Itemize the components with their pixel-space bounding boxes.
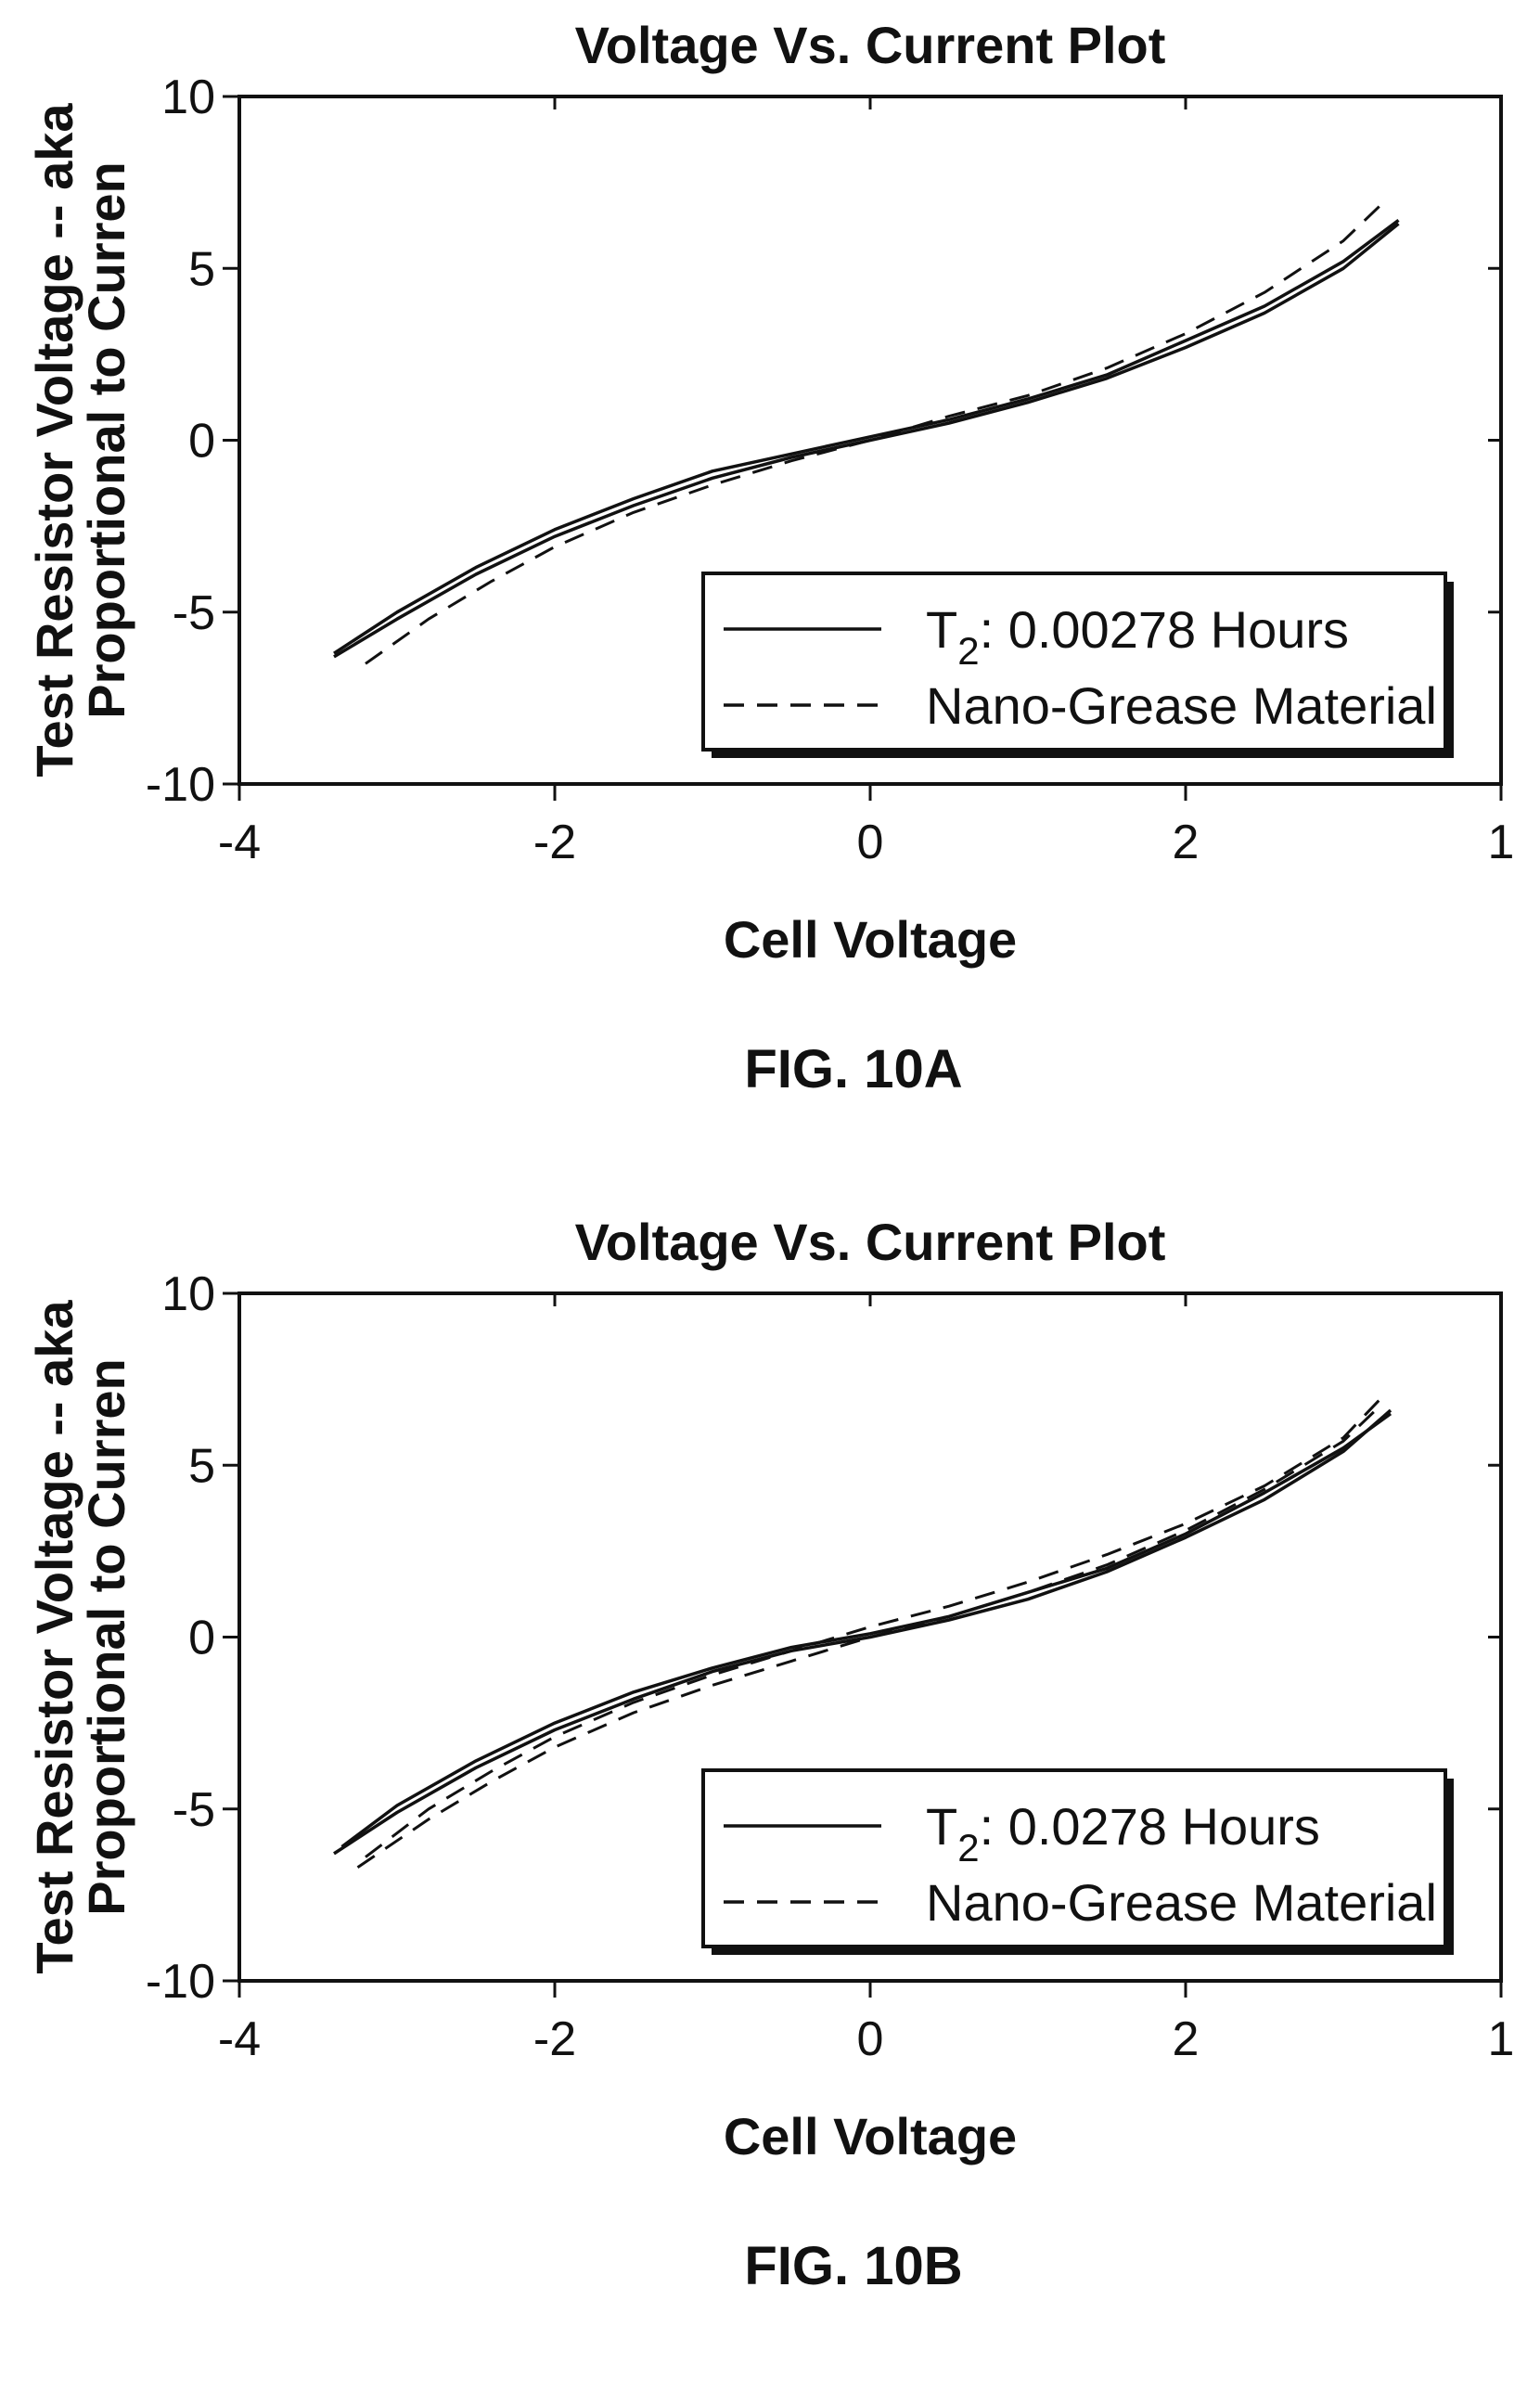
legend-label-main: Nano-Grease Material	[926, 1873, 1437, 1932]
y-tick-label: 5	[188, 1439, 215, 1493]
legend-label-subscript: 2	[957, 629, 979, 673]
x-tick-label: -2	[533, 816, 576, 869]
x-tick-label: 0	[857, 816, 884, 869]
y-tick-label: 10	[161, 1267, 215, 1321]
x-tick-label: 1	[1488, 816, 1515, 869]
x-tick-label: 2	[1173, 816, 1200, 869]
y-tick-label: -5	[173, 586, 215, 640]
y-tick-label: 10	[161, 71, 215, 124]
legend-label: T2: 0.0278 Hours	[926, 1797, 1320, 1870]
legend-label: T2: 0.00278 Hours	[926, 600, 1349, 673]
y-tick-label: 0	[188, 415, 215, 469]
series-line-solid	[333, 1408, 1392, 1856]
x-tick-label: -4	[218, 2012, 261, 2066]
legend-label: Nano-Grease Material	[926, 676, 1437, 735]
chart-fig-10b: Voltage Vs. Current Plot Test Resistor Vo…	[25, 1213, 1515, 2296]
y-tick-label: -5	[173, 1783, 215, 1837]
x-tick-label: 1	[1488, 2012, 1515, 2066]
x-axis-label: Cell Voltage	[724, 910, 1017, 969]
y-tick-label: -10	[146, 1955, 215, 2009]
series-line-solid	[340, 1412, 1392, 1848]
legend-label-subscript: 2	[957, 1826, 979, 1870]
legend-box	[701, 572, 1447, 752]
x-tick-label: 2	[1173, 2012, 1200, 2066]
chart-title: Voltage Vs. Current Plot	[575, 1213, 1166, 1271]
y-tick-label: 0	[188, 1612, 215, 1665]
y-tick-label: 5	[188, 242, 215, 296]
x-tick-label: -4	[218, 816, 261, 869]
legend-label-main: T	[926, 600, 957, 659]
y-tick-label: -10	[146, 758, 215, 812]
x-axis-label: Cell Voltage	[724, 2107, 1017, 2165]
series-line-solid	[333, 218, 1400, 655]
series-line-dashed	[365, 201, 1384, 665]
series-line-dashed	[356, 1402, 1384, 1869]
chart-title: Voltage Vs. Current Plot	[575, 16, 1166, 74]
y-axis-label-line1: Test Resistor Voltage -- aka	[25, 103, 83, 777]
x-tick-label: -2	[533, 2012, 576, 2066]
series-line-solid	[333, 222, 1400, 659]
legend-label-main: Nano-Grease Material	[926, 676, 1437, 735]
y-axis-label: Test Resistor Voltage -- akaProportional…	[25, 103, 135, 777]
chart-fig-10a: Voltage Vs. Current Plot Test Resistor Vo…	[25, 16, 1515, 1099]
legend-label-rest: : 0.0278 Hours	[980, 1797, 1320, 1856]
legend-label: Nano-Grease Material	[926, 1873, 1437, 1932]
legend-label-rest: : 0.00278 Hours	[980, 600, 1349, 659]
y-axis-label-line2: Proportional to Curren	[77, 1358, 135, 1915]
x-tick-label: 0	[857, 2012, 884, 2066]
legend-box	[701, 1768, 1447, 1948]
figure-caption: FIG. 10B	[744, 2236, 962, 2296]
legend-label-main: T	[926, 1797, 957, 1856]
y-axis-label-line1: Test Resistor Voltage -- aka	[25, 1300, 83, 1974]
figure-caption: FIG. 10A	[744, 1039, 962, 1099]
series-line-dashed	[365, 1395, 1384, 1858]
y-axis-label-line2: Proportional to Curren	[77, 161, 135, 718]
y-axis-label: Test Resistor Voltage -- akaProportional…	[25, 1300, 135, 1974]
